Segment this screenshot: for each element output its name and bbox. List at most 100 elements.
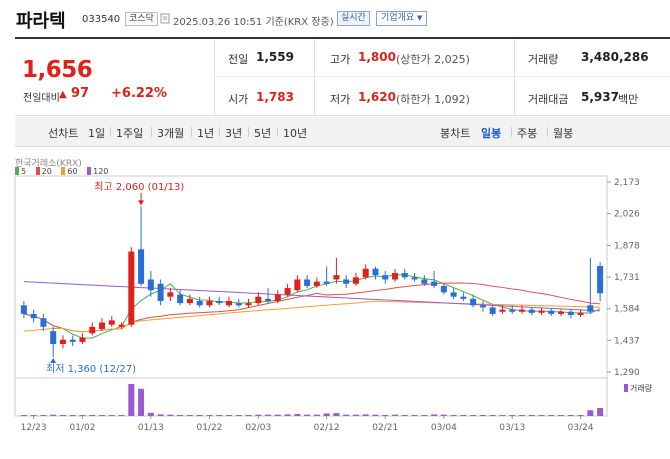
tab-separator [110,127,111,137]
volume-bar [352,414,359,416]
volume-bar [440,414,447,416]
document-icon[interactable] [160,13,170,24]
tab-1d[interactable]: 1일 [88,127,106,140]
candle [352,277,359,284]
change-percent: +6.22% [111,86,167,101]
candle [99,322,106,329]
open-value: 1,783 [256,90,294,104]
legend-item: 120 [87,167,108,176]
amount-value: 5,937 [581,90,619,104]
volume-bar [216,415,223,417]
volume-pane [14,377,608,417]
stock-chart[interactable]: 한국거래소(KRX) 5 20 60 120 2,173 2,026 1,878 1,… [0,150,670,459]
tab-1w[interactable]: 1주일 [116,127,144,140]
candle [167,292,174,297]
volume-bar [401,415,408,417]
divider [15,37,670,39]
volume-bar [108,415,115,417]
volume-bar [518,415,525,417]
volume-bar [411,415,418,417]
volume-bar [79,415,86,417]
volume-bar [265,414,272,416]
volume-bar [343,414,350,416]
candle [567,311,574,315]
candle [304,279,311,286]
candle [577,312,584,315]
volume-label: 거래량 [528,53,559,66]
candle [216,300,223,304]
candle [440,285,447,293]
volume-bar [118,415,125,417]
x-tick-label: 01/22 [196,423,222,433]
low-label: 저가 [330,93,351,106]
ma-legend: 5 20 60 120 [15,167,115,176]
candle [558,311,565,314]
volume-bar [479,415,486,417]
candle [50,331,57,345]
candle [138,249,145,284]
tab-daily[interactable]: 일봉 [481,127,502,140]
legend-label: 20 [41,167,52,176]
candle [265,298,272,301]
volume-bar [20,415,27,417]
candle [313,281,320,286]
tab-separator [277,127,278,137]
volume-bar [235,415,242,417]
volume-bar [421,415,428,417]
tab-5y[interactable]: 5년 [254,127,272,140]
volume-bar [284,414,291,416]
candle [489,307,496,314]
volume-bar [69,415,76,417]
legend-label: 5 [21,167,27,176]
candle [89,326,96,334]
divider [314,39,315,115]
volume-value: 3,480,286 [581,50,649,64]
volume-bar [538,415,545,417]
volume-bar [157,414,164,416]
volume-bar [304,414,311,416]
candle [460,296,467,299]
line-chart-label: 선차트 [48,127,79,140]
tab-separator [151,127,152,137]
candle [411,277,418,280]
tab-10y[interactable]: 10년 [283,127,308,140]
volume-bar [177,415,184,417]
candle [108,320,115,325]
candle [274,294,281,301]
y-tick-label: 1,437 [614,336,640,346]
tab-3m[interactable]: 3개월 [157,127,185,140]
tab-weekly[interactable]: 주봉 [517,127,538,140]
candle [225,300,232,306]
lower-limit: (하한가 1,092) [396,93,470,106]
candle [382,275,389,280]
tab-monthly[interactable]: 월봉 [553,127,574,140]
price-summary: 1,656 전일대비 ▲ 97 +6.22% 전일 1,559 고가 1,800… [15,39,670,116]
volume-bar [548,415,555,417]
x-tick-label: 03/24 [568,423,594,433]
volume-bar [470,415,477,417]
candle [40,318,47,327]
ma-line-40 [23,300,601,333]
amount-label: 거래대금 [528,93,569,106]
divider [514,39,515,115]
candle [479,305,486,308]
candle [421,279,428,284]
volume-bar [186,415,193,417]
volume-bar [294,414,301,416]
candle-chart-label: 봉차트 [440,127,471,140]
candle [118,324,125,327]
realtime-button[interactable]: 실시간 [337,11,370,26]
high-annotation: 최고 2,060 (01/13) [94,181,184,193]
candle [392,273,399,280]
tab-1y[interactable]: 1년 [197,127,215,140]
datetime-value: 2025.03.26 10:51 [173,17,263,28]
volume-bar [460,415,467,417]
candle [509,309,516,312]
candle [470,298,477,306]
company-overview-button[interactable]: 기업개요 ▼ [376,11,428,26]
volume-bar [40,415,47,417]
chart-canvas: 2,173 2,026 1,878 1,731 1,584 1,437 1,290 12/23… [14,175,653,433]
candle [528,309,535,313]
volume-bar [431,414,438,416]
tab-3y[interactable]: 3년 [225,127,243,140]
